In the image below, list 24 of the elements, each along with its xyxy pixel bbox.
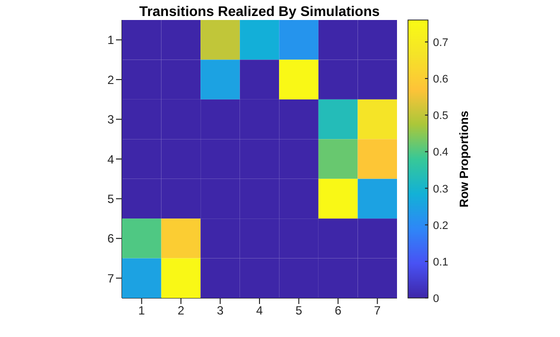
color-bar-label: 0.2	[433, 220, 448, 232]
y-tick-label: 7	[107, 271, 114, 286]
y-tick-label: 1	[107, 33, 114, 48]
color-bar-label: 0.5	[433, 110, 448, 122]
x-tick-label: 6	[334, 304, 342, 318]
color-bar-label: 0.7	[433, 36, 448, 49]
y-tick-label: 6	[107, 232, 114, 246]
color-bar-title: Row Proportions	[457, 110, 471, 208]
color-bar-label: 0.3	[433, 183, 448, 196]
color-bar-label: 0.4	[433, 146, 448, 159]
y-tick-label: 5	[107, 192, 114, 206]
x-tick-label: 1	[138, 304, 146, 318]
y-tick-label: 2	[107, 72, 114, 87]
x-tick-label: 5	[295, 304, 302, 318]
x-tick-label: 2	[178, 304, 185, 318]
color-bar-label: 0.1	[433, 256, 448, 268]
color-bar-label: 0.6	[433, 74, 448, 86]
x-tick-label: 7	[374, 304, 382, 318]
y-tick-label: 4	[107, 152, 114, 166]
chart-title: Transitions Realized By Simulations	[138, 3, 381, 19]
x-tick-label: 4	[256, 304, 264, 318]
color-bar-label: 0	[433, 293, 440, 305]
y-tick-label: 3	[107, 112, 114, 127]
x-tick-label: 3	[216, 304, 224, 318]
